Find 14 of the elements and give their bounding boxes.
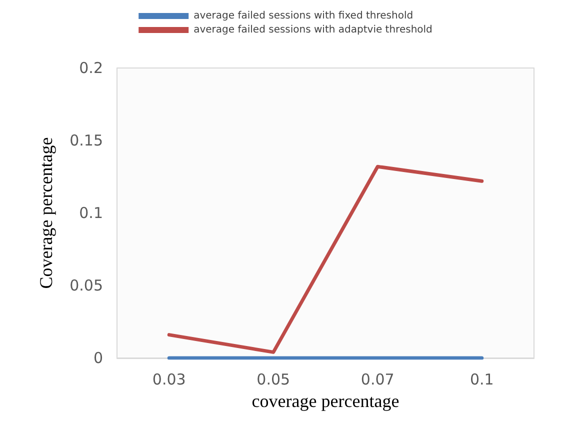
x-tick-label: 0.07 <box>360 370 394 388</box>
y-axis-title: Coverage percentage <box>36 137 56 289</box>
y-tick-label: 0.2 <box>79 59 103 77</box>
line-series <box>167 164 484 354</box>
y-tick-label: 0.1 <box>79 204 103 222</box>
y-tick-label: 0.05 <box>70 276 103 294</box>
y-tick-label: 0 <box>93 349 103 367</box>
legend-label: average failed sessions with adaptvie threshold <box>194 24 432 36</box>
legend-label: average failed sessions with fixed threshold <box>194 10 414 22</box>
x-tick-label: 0.03 <box>152 370 186 388</box>
x-tick-label: 0.1 <box>470 370 494 388</box>
x-axis-title: coverage percentage <box>252 390 400 411</box>
y-tick-label: 0.15 <box>70 132 103 150</box>
x-tick-label: 0.05 <box>256 370 290 388</box>
